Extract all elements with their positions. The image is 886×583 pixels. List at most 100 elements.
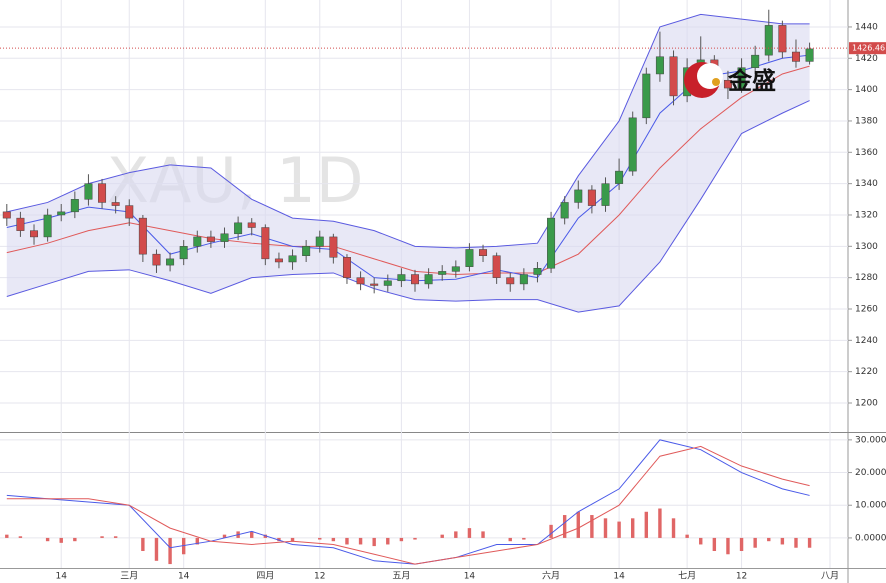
y-tick-label: 1320 xyxy=(855,210,878,220)
candle-body xyxy=(451,266,460,272)
candle-body xyxy=(370,283,379,286)
candle-body xyxy=(220,233,229,242)
x-tick-label: 六月 xyxy=(542,570,560,582)
macd-histogram-bar xyxy=(413,537,417,540)
candle-body xyxy=(479,249,488,256)
y-tick-label: 1220 xyxy=(855,367,878,377)
y-tick-label: 1440 xyxy=(855,22,878,32)
y-tick-label: 1200 xyxy=(855,399,878,409)
last-price-box xyxy=(849,42,886,55)
macd-histogram-bar xyxy=(45,537,50,542)
candle-body xyxy=(574,189,583,203)
candle-body xyxy=(84,183,93,200)
candle-body xyxy=(737,67,746,89)
macd-histogram-bar xyxy=(181,537,186,555)
band-upper xyxy=(6,13,810,249)
y-tick-label: 30.000 xyxy=(855,435,886,445)
y-tick-label: 1360 xyxy=(855,148,878,158)
logo-mark xyxy=(697,63,723,89)
x-tick-label: 14 xyxy=(613,572,625,582)
candle-body xyxy=(547,217,556,269)
macd-histogram-bar xyxy=(73,537,77,542)
macd-histogram-bar xyxy=(372,537,376,547)
candle-body xyxy=(764,25,773,56)
candle-body xyxy=(805,48,814,62)
x-tick-label: 14 xyxy=(464,572,476,582)
candle-body xyxy=(587,189,596,206)
x-tick-label: 14 xyxy=(178,572,190,582)
candle-body xyxy=(30,230,39,238)
candle-body xyxy=(302,246,311,256)
macd-histogram-bar xyxy=(277,537,281,542)
macd-histogram-bar xyxy=(576,511,580,538)
candle-body xyxy=(533,268,542,275)
candle-body xyxy=(356,277,365,285)
candle-body xyxy=(329,236,338,258)
candle-body xyxy=(628,117,637,172)
macd-histogram-bar xyxy=(685,534,689,538)
macd-histogram-bar xyxy=(794,537,798,548)
candle-body xyxy=(2,211,11,219)
macd-histogram-bar xyxy=(739,537,744,552)
macd-histogram-bar xyxy=(726,537,730,555)
macd-histogram-bar xyxy=(100,536,104,538)
candle-body xyxy=(16,217,25,231)
macd-histogram-bar xyxy=(440,534,444,538)
candle-body xyxy=(342,257,351,278)
macd-histogram-bar xyxy=(508,537,512,542)
candle-body xyxy=(519,274,528,285)
candle-body xyxy=(615,170,624,184)
y-tick-label: 10.000 xyxy=(855,501,886,511)
logo-text: 金盛 xyxy=(727,67,776,95)
x-tick-label: 八月 xyxy=(821,571,839,582)
macd-histogram-bar xyxy=(549,524,553,538)
macd-histogram-bar xyxy=(644,511,649,538)
candle-body xyxy=(111,202,120,206)
macd-histogram-bar xyxy=(318,537,322,540)
candle-body xyxy=(560,202,569,219)
candle-body xyxy=(179,246,188,260)
macd-histogram-bar xyxy=(290,537,295,542)
macd-histogram-bar xyxy=(263,534,268,538)
candle-body xyxy=(438,271,447,275)
last-price-label: 1426.46 xyxy=(852,44,885,53)
candle-body xyxy=(791,51,800,62)
macd-histogram-bar xyxy=(807,537,812,548)
macd-histogram-bar xyxy=(780,537,785,545)
candle-body xyxy=(669,56,678,97)
y-tick-label: 1340 xyxy=(855,179,878,189)
candle-body xyxy=(383,280,392,286)
candle-body xyxy=(397,274,406,282)
candle-body xyxy=(642,73,651,119)
macd-histogram-bar xyxy=(522,537,526,540)
candle-body xyxy=(166,258,175,266)
candle-body xyxy=(138,217,147,255)
macd-histogram-bar xyxy=(671,518,676,538)
macd-histogram-bar xyxy=(454,531,458,538)
candle-body xyxy=(125,205,134,219)
candle-body xyxy=(152,253,161,266)
macd-histogram-bar xyxy=(481,531,485,538)
macd-histogram-bar xyxy=(399,537,404,542)
macd-histogram-bar xyxy=(467,528,472,538)
macd-histogram-bar xyxy=(767,537,771,542)
macd-histogram-bar xyxy=(154,537,159,561)
macd-histogram-bar xyxy=(345,537,349,545)
macd-histogram-bar xyxy=(386,537,390,545)
macd-histogram-bar xyxy=(141,537,145,552)
indicator-line xyxy=(6,445,810,565)
macd-histogram-bar xyxy=(59,537,63,543)
macd-histogram-bar xyxy=(331,537,336,542)
candle-body xyxy=(506,277,515,285)
candle-body xyxy=(57,211,66,216)
x-tick-label: 五月 xyxy=(392,571,410,582)
macd-histogram-bar xyxy=(168,537,172,565)
macd-histogram-bar xyxy=(617,521,621,538)
candle-body xyxy=(465,249,474,267)
y-tick-label: 20.000 xyxy=(855,468,886,478)
candle-body xyxy=(206,236,215,242)
band-lower xyxy=(6,100,810,313)
candle-body xyxy=(778,25,787,53)
candle-body xyxy=(411,274,419,285)
